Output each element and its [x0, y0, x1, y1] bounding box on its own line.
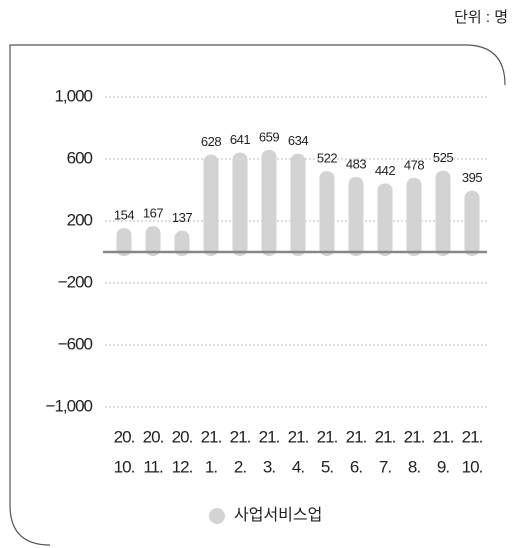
- x-tick-label: 20.: [143, 427, 164, 446]
- bar: [435, 170, 451, 256]
- x-tick-label: 21.: [404, 427, 425, 446]
- legend-marker: [209, 508, 225, 524]
- bar: [464, 190, 480, 256]
- x-tick-label: 3.: [263, 457, 275, 476]
- value-label: 483: [346, 157, 366, 172]
- x-tick-label: 10.: [114, 457, 135, 476]
- x-tick-label: 21.: [259, 427, 280, 446]
- value-label: 478: [404, 157, 424, 172]
- x-tick-label: 7.: [379, 457, 391, 476]
- value-label: 659: [259, 129, 279, 144]
- value-label: 154: [114, 208, 134, 223]
- x-tick-label: 2.: [234, 457, 246, 476]
- y-tick-label: −600: [58, 334, 93, 353]
- x-tick-label: 9.: [437, 457, 449, 476]
- x-tick-label: 21.: [462, 427, 483, 446]
- x-tick-label: 4.: [292, 457, 304, 476]
- bar: [319, 171, 335, 256]
- x-tick-label: 12.: [172, 457, 193, 476]
- x-tick-label: 6.: [350, 457, 362, 476]
- bar: [203, 154, 219, 256]
- value-label: 167: [143, 206, 163, 221]
- x-tick-label: 20.: [172, 427, 193, 446]
- value-label: 395: [462, 170, 482, 185]
- bar: [116, 228, 132, 256]
- bar: [145, 226, 161, 256]
- value-label: 641: [230, 132, 250, 147]
- bar: [261, 149, 277, 256]
- y-tick-label: −1,000: [46, 396, 93, 415]
- value-label: 634: [288, 133, 308, 148]
- x-tick-label: 21.: [433, 427, 454, 446]
- x-tick-label: 20.: [114, 427, 135, 446]
- x-tick-label: 11.: [143, 457, 163, 476]
- x-tick-label: 1.: [205, 457, 217, 476]
- legend-label: 사업서비스업: [234, 506, 322, 524]
- frame: [9, 44, 506, 546]
- x-tick-label: 5.: [321, 457, 333, 476]
- x-tick-label: 21.: [375, 427, 396, 446]
- x-tick-label: 10.: [462, 457, 483, 476]
- value-label: 137: [172, 210, 192, 225]
- x-tick-label: 21.: [201, 427, 222, 446]
- value-label: 628: [201, 134, 221, 149]
- y-tick-label: 200: [67, 210, 93, 229]
- value-label: 525: [433, 150, 453, 165]
- bar: [406, 177, 422, 256]
- x-tick-label: 8.: [408, 457, 420, 476]
- y-tick-label: 600: [67, 148, 93, 167]
- bar: [232, 152, 248, 256]
- y-tick-label: −200: [58, 272, 93, 291]
- x-tick-label: 21.: [346, 427, 367, 446]
- value-label: 442: [375, 163, 395, 178]
- value-label: 522: [317, 151, 337, 166]
- bar: [348, 177, 364, 256]
- bar: [377, 183, 393, 256]
- x-tick-label: 21.: [317, 427, 338, 446]
- bar: [290, 153, 306, 256]
- y-tick-label: 1,000: [54, 86, 92, 105]
- x-tick-label: 21.: [230, 427, 251, 446]
- x-tick-label: 21.: [288, 427, 309, 446]
- bar: [174, 230, 190, 256]
- unit-label: 단위 : 명: [454, 9, 508, 26]
